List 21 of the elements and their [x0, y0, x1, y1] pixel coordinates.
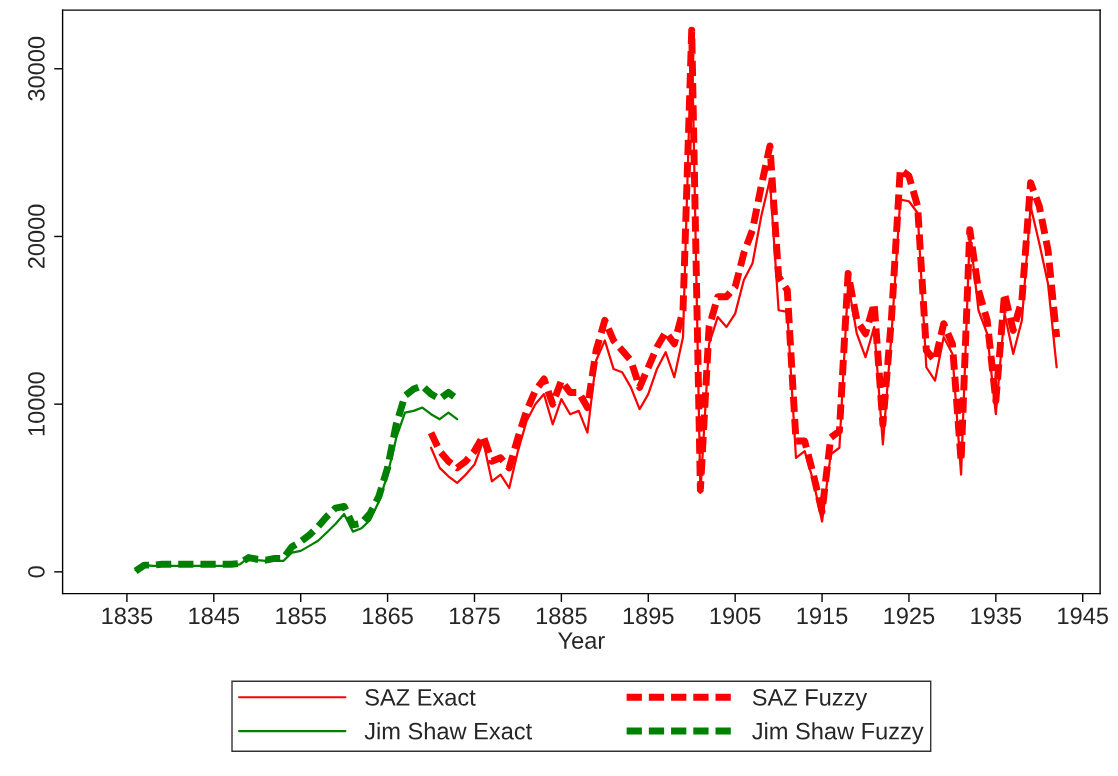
- x-tick-label: 1945: [1058, 607, 1109, 625]
- x-tick-label: 1885: [536, 607, 587, 625]
- x-tick-label: 1845: [189, 607, 240, 625]
- legend-label: SAZ Exact: [365, 689, 476, 706]
- y-tick-label: 20000: [28, 204, 45, 269]
- y-tick-label: 10000: [28, 372, 45, 436]
- x-tick-label: 1895: [623, 607, 674, 625]
- x-tick-label: 1915: [797, 607, 848, 625]
- x-tick-label: 1875: [450, 607, 500, 625]
- x-tick-label: 1835: [102, 607, 153, 625]
- x-axis-title: Year: [558, 632, 605, 649]
- legend-label: Jim Shaw Fuzzy: [752, 722, 924, 745]
- x-tick-label: 1865: [363, 607, 413, 625]
- x-tick-label: 1935: [971, 607, 1022, 625]
- legend-label: Jim Shaw Exact: [364, 722, 533, 740]
- y-tick-label: 30000: [28, 36, 45, 101]
- x-tick-label: 1905: [710, 607, 761, 625]
- legend-label: SAZ Fuzzy: [752, 689, 868, 711]
- x-tick-label: 1855: [276, 607, 326, 625]
- x-tick-label: 1925: [884, 607, 935, 625]
- y-tick-label: 0: [28, 566, 45, 578]
